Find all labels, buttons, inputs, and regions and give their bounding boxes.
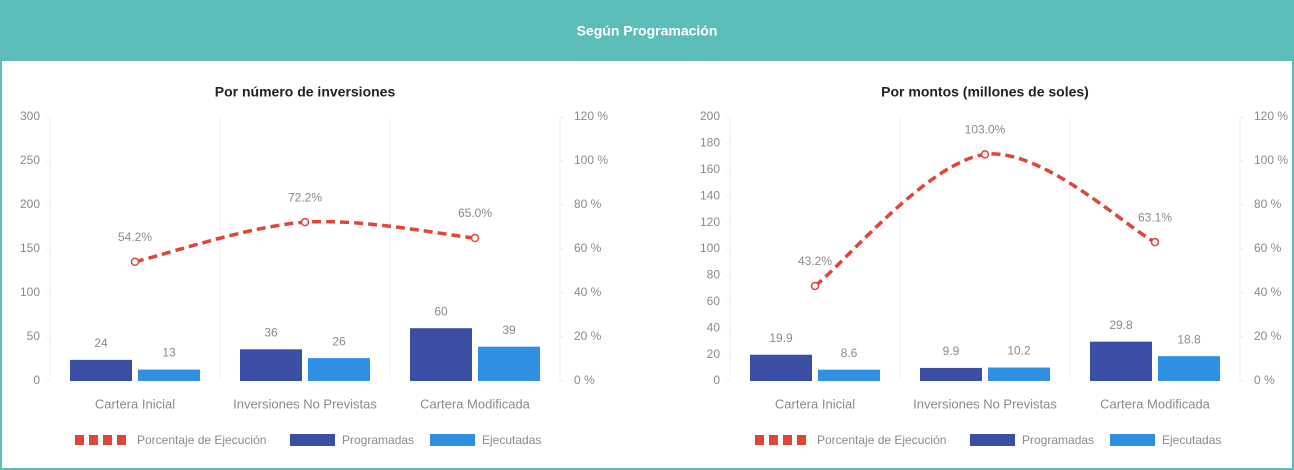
y-tick-label: 120 (700, 215, 720, 229)
bar-value-label: 29.8 (1109, 318, 1133, 332)
line-value-label: 65.0% (458, 206, 492, 220)
line-value-label: 103.0% (965, 123, 1006, 137)
legend-swatch (430, 434, 475, 446)
y2-tick-label: 0 % (1254, 373, 1275, 387)
y2-tick-label: 0 % (574, 373, 595, 387)
line-point (300, 217, 310, 227)
bar (988, 367, 1050, 381)
y2-tick-label: 20 % (574, 329, 602, 343)
y-tick-label: 100 (700, 241, 720, 255)
y2-tick-label: 40 % (574, 285, 602, 299)
line-value-label: 72.2% (288, 190, 322, 204)
y2-tick-label: 80 % (574, 197, 602, 211)
legend-label: Ejecutadas (482, 433, 541, 447)
line-point (810, 281, 820, 291)
y-tick-label: 200 (20, 197, 40, 211)
legend-swatch (970, 434, 1015, 446)
bar (920, 367, 982, 381)
bar (308, 358, 370, 381)
header-bar (1, 1, 1293, 61)
header-title: Según Programación (577, 23, 718, 39)
line-point (1150, 237, 1160, 247)
y2-tick-label: 20 % (1254, 329, 1282, 343)
bar-value-label: 13 (162, 346, 176, 360)
bar-value-label: 26 (332, 334, 346, 348)
line-value-label: 54.2% (118, 230, 152, 244)
legend-label: Programadas (342, 433, 414, 447)
y2-tick-label: 80 % (1254, 197, 1282, 211)
bar-value-label: 19.9 (769, 331, 793, 345)
y2-tick-label: 100 % (574, 153, 608, 167)
line-point (130, 257, 140, 267)
bar-value-label: 24 (94, 336, 108, 350)
bar (410, 328, 472, 381)
y-tick-label: 140 (700, 188, 720, 202)
bar (478, 346, 540, 381)
y2-tick-label: 120 % (574, 109, 608, 123)
y-tick-label: 300 (20, 109, 40, 123)
bar-value-label: 18.8 (1177, 332, 1201, 346)
y-tick-label: 0 (33, 373, 40, 387)
y-tick-label: 100 (20, 285, 40, 299)
legend-label: Porcentaje de Ejecución (817, 433, 946, 447)
y-tick-label: 50 (27, 329, 41, 343)
bar (138, 369, 200, 381)
bar-value-label: 39 (502, 323, 516, 337)
line-point (470, 233, 480, 243)
bar (750, 354, 812, 381)
bar-value-label: 10.2 (1007, 344, 1031, 358)
legend-swatch (290, 434, 335, 446)
bar (818, 369, 880, 381)
chart-title: Por montos (millones de soles) (881, 84, 1089, 100)
x-tick-label: Cartera Inicial (775, 396, 855, 411)
y-tick-label: 160 (700, 162, 720, 176)
chart-title: Por número de inversiones (215, 84, 396, 100)
bar (1158, 356, 1220, 381)
y2-tick-label: 60 % (574, 241, 602, 255)
bar-value-label: 8.6 (841, 346, 858, 360)
bar-value-label: 60 (434, 304, 448, 318)
line-value-label: 63.1% (1138, 210, 1172, 224)
bar (240, 349, 302, 381)
bar-value-label: 36 (264, 325, 278, 339)
y-tick-label: 150 (20, 241, 40, 255)
bar (1090, 341, 1152, 381)
y-tick-label: 60 (707, 294, 721, 308)
x-tick-label: Cartera Modificada (1100, 396, 1211, 411)
y2-tick-label: 60 % (1254, 241, 1282, 255)
legend-label: Ejecutadas (1162, 433, 1221, 447)
y-tick-label: 200 (700, 109, 720, 123)
line-value-label: 43.2% (798, 254, 832, 268)
line-point (980, 150, 990, 159)
y2-tick-label: 40 % (1254, 285, 1282, 299)
y-tick-label: 40 (707, 320, 721, 334)
y2-tick-label: 120 % (1254, 109, 1288, 123)
bar-value-label: 9.9 (943, 344, 960, 358)
y2-tick-label: 100 % (1254, 153, 1288, 167)
x-tick-label: Inversiones No Previstas (233, 396, 377, 411)
x-tick-label: Inversiones No Previstas (913, 396, 1057, 411)
legend-label: Programadas (1022, 433, 1094, 447)
y-tick-label: 20 (707, 347, 721, 361)
y-tick-label: 250 (20, 153, 40, 167)
x-tick-label: Cartera Modificada (420, 396, 531, 411)
bar (70, 359, 132, 381)
y-tick-label: 180 (700, 136, 720, 150)
y-tick-label: 0 (713, 373, 720, 387)
legend-swatch (1110, 434, 1155, 446)
x-tick-label: Cartera Inicial (95, 396, 175, 411)
y-tick-label: 80 (707, 268, 721, 282)
legend-label: Porcentaje de Ejecución (137, 433, 266, 447)
